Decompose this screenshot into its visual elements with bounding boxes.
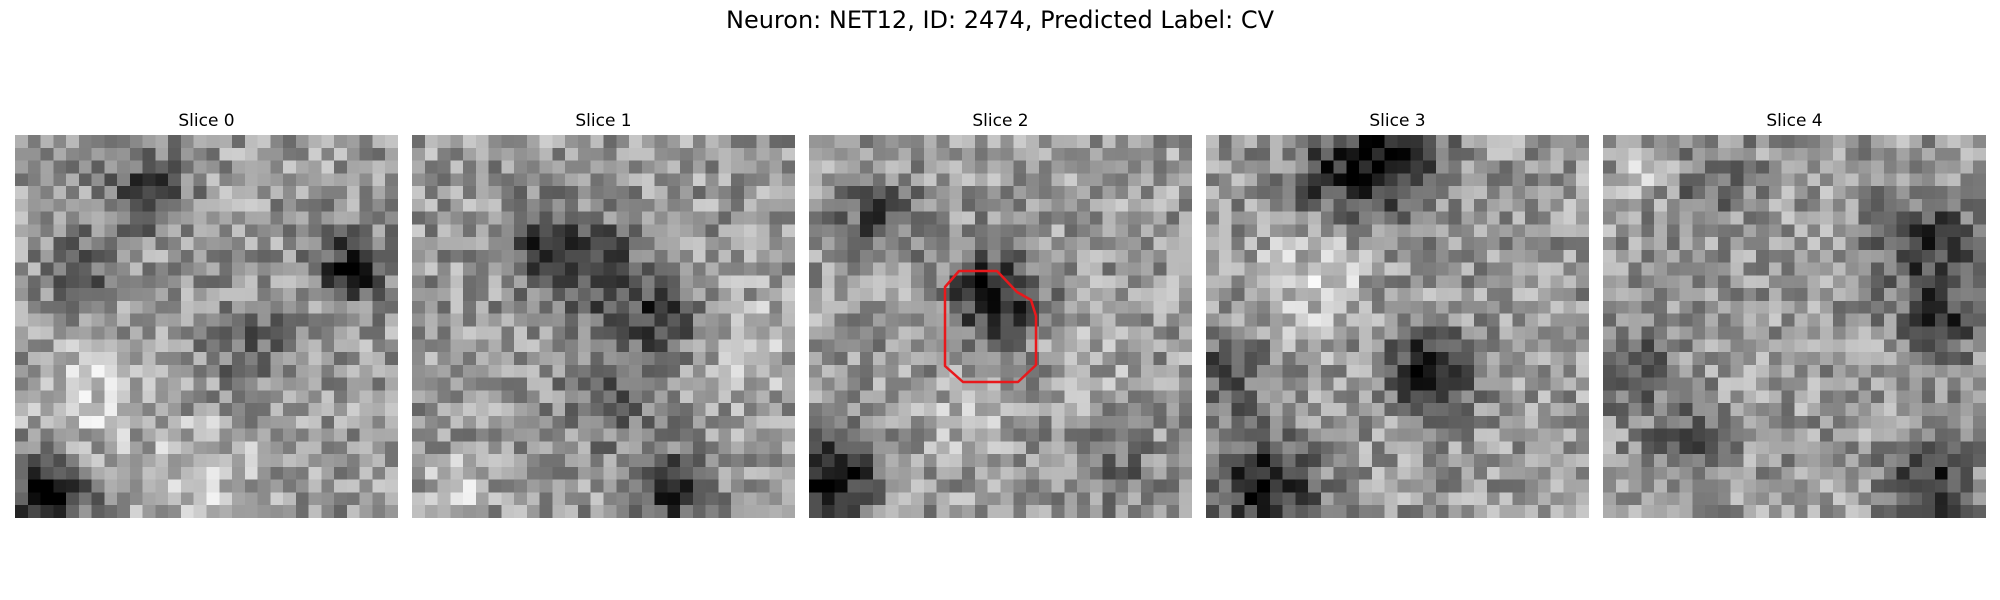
- figure-title: Neuron: NET12, ID: 2474, Predicted Label…: [726, 6, 1274, 34]
- slice-title-4: Slice 4: [1766, 111, 1823, 131]
- slice-image-2: [809, 135, 1192, 518]
- slice-image-1: [412, 135, 795, 518]
- slice-title-3: Slice 3: [1369, 111, 1426, 131]
- slice-image-3: [1206, 135, 1589, 518]
- slice-panel-2: Slice 2: [809, 110, 1192, 518]
- roi-contour: [943, 269, 1038, 384]
- slice-image-0: [15, 135, 398, 518]
- slice-panel-3: Slice 3: [1206, 110, 1589, 518]
- slice-panel-1: Slice 1: [412, 110, 795, 518]
- slice-title-0: Slice 0: [178, 111, 235, 131]
- roi-overlay: [943, 269, 1038, 384]
- slice-image-4: [1603, 135, 1986, 518]
- slice-panel-4: Slice 4: [1603, 110, 1986, 518]
- slice-title-1: Slice 1: [575, 111, 632, 131]
- slice-panel-0: Slice 0: [15, 110, 398, 518]
- slice-title-2: Slice 2: [972, 111, 1029, 131]
